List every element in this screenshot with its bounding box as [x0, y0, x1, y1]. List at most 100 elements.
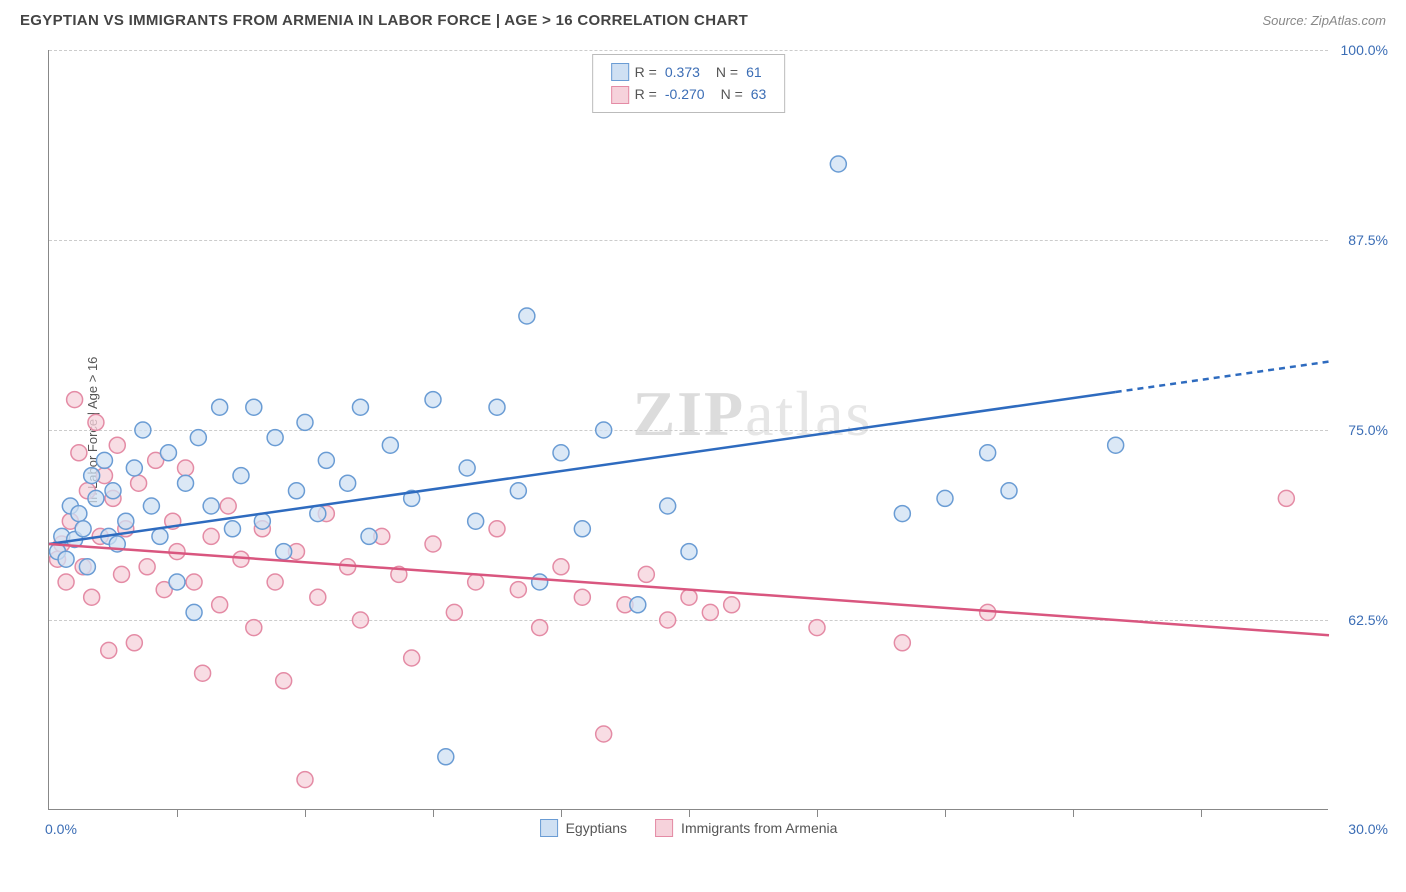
x-tick [945, 809, 946, 817]
data-point [830, 156, 846, 172]
data-point [135, 422, 151, 438]
legend-swatch-series1 [540, 819, 558, 837]
data-point [126, 460, 142, 476]
data-point [203, 528, 219, 544]
data-point [681, 544, 697, 560]
data-point [468, 574, 484, 590]
data-point [114, 566, 130, 582]
x-tick [817, 809, 818, 817]
data-point [459, 460, 475, 476]
data-point [596, 726, 612, 742]
data-point [169, 574, 185, 590]
data-point [660, 612, 676, 628]
data-point [212, 399, 228, 415]
x-axis-min-label: 0.0% [45, 821, 77, 837]
data-point [79, 559, 95, 575]
data-point [186, 604, 202, 620]
data-point [71, 506, 87, 522]
data-point [96, 452, 112, 468]
x-axis-max-label: 30.0% [1348, 821, 1388, 837]
swatch-series2 [611, 86, 629, 104]
data-point [67, 392, 83, 408]
data-point [489, 399, 505, 415]
legend-swatch-series2 [655, 819, 673, 837]
data-point [220, 498, 236, 514]
correlation-stats-box: R = 0.373 N = 61 R = -0.270 N = 63 [592, 54, 786, 113]
data-point [553, 559, 569, 575]
data-point [224, 521, 240, 537]
data-point [937, 490, 953, 506]
n-label: N = [721, 83, 743, 105]
data-point [1108, 437, 1124, 453]
stats-row-series1: R = 0.373 N = 61 [611, 61, 767, 83]
data-point [195, 665, 211, 681]
data-point [532, 620, 548, 636]
x-tick [177, 809, 178, 817]
data-point [297, 414, 313, 430]
data-point [519, 308, 535, 324]
data-point [58, 574, 74, 590]
x-tick [1201, 809, 1202, 817]
data-point [178, 475, 194, 491]
data-point [489, 521, 505, 537]
data-point [510, 582, 526, 598]
data-point [425, 536, 441, 552]
x-tick [1073, 809, 1074, 817]
r-value-series1: 0.373 [665, 61, 700, 83]
data-point [510, 483, 526, 499]
y-tick-label: 62.5% [1348, 612, 1388, 628]
data-point [84, 589, 100, 605]
data-point [310, 506, 326, 522]
data-point [809, 620, 825, 636]
data-point [638, 566, 654, 582]
data-point [88, 414, 104, 430]
r-value-series2: -0.270 [665, 83, 705, 105]
r-label: R = [635, 83, 657, 105]
data-point [660, 498, 676, 514]
data-point [1278, 490, 1294, 506]
data-point [297, 772, 313, 788]
legend-label-series2: Immigrants from Armenia [681, 820, 837, 836]
data-point [246, 620, 262, 636]
data-point [190, 430, 206, 446]
data-point [724, 597, 740, 613]
r-label: R = [635, 61, 657, 83]
data-point [681, 589, 697, 605]
data-point [318, 452, 334, 468]
data-point [574, 589, 590, 605]
data-point [105, 483, 121, 499]
data-point [143, 498, 159, 514]
data-point [186, 574, 202, 590]
data-point [212, 597, 228, 613]
data-point [58, 551, 74, 567]
data-point [71, 445, 87, 461]
stats-row-series2: R = -0.270 N = 63 [611, 83, 767, 105]
data-point [352, 612, 368, 628]
chart-plot-area: In Labor Force | Age > 16 ZIPatlas 62.5%… [48, 50, 1328, 810]
data-point [596, 422, 612, 438]
data-point [109, 437, 125, 453]
data-point [267, 574, 283, 590]
data-point [139, 559, 155, 575]
data-point [88, 490, 104, 506]
data-point [131, 475, 147, 491]
data-point [446, 604, 462, 620]
swatch-series1 [611, 63, 629, 81]
data-point [75, 521, 91, 537]
data-point [101, 642, 117, 658]
n-value-series2: 63 [751, 83, 767, 105]
data-point [980, 445, 996, 461]
legend-item-series1: Egyptians [540, 819, 627, 837]
data-point [267, 430, 283, 446]
trend-line-extrapolated [1116, 362, 1329, 392]
series-legend: Egyptians Immigrants from Armenia [540, 819, 838, 837]
n-label: N = [716, 61, 738, 83]
data-point [160, 445, 176, 461]
data-point [310, 589, 326, 605]
y-tick-label: 87.5% [1348, 232, 1388, 248]
data-point [178, 460, 194, 476]
x-tick [433, 809, 434, 817]
chart-title: EGYPTIAN VS IMMIGRANTS FROM ARMENIA IN L… [20, 12, 748, 29]
data-point [203, 498, 219, 514]
data-point [152, 528, 168, 544]
